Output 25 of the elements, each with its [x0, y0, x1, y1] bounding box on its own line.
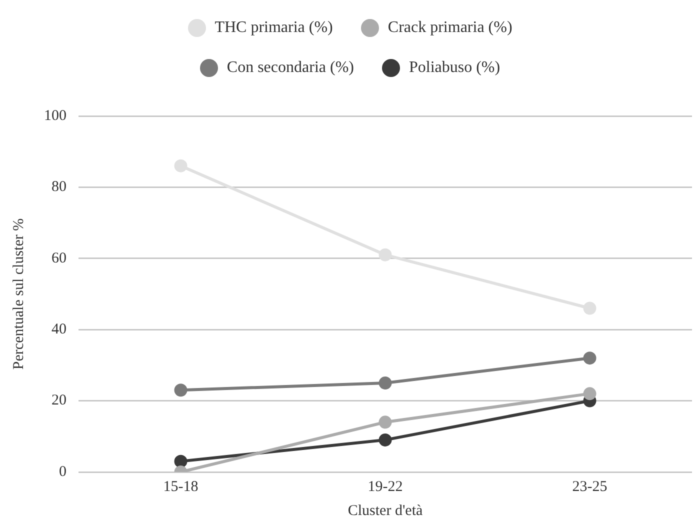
point [378, 248, 392, 262]
point [378, 433, 392, 446]
y-tick-label: 100 [44, 108, 66, 124]
point [174, 384, 188, 397]
legend-label: Con secondaria (%) [226, 58, 354, 76]
y-tick-label: 60 [52, 250, 66, 266]
x-tick-label: 23-25 [572, 478, 608, 495]
point [378, 376, 392, 390]
x-axis-title: Cluster d'età [348, 502, 423, 519]
y-tick-label: 0 [59, 464, 66, 480]
y-axis-title: Percentuale sul cluster % [10, 218, 27, 370]
point [174, 454, 188, 468]
legend-label: Poliabuso (%) [408, 58, 500, 76]
point [174, 159, 188, 172]
y-tick-label: 20 [52, 392, 66, 409]
point [378, 416, 392, 429]
legend-label: THC primaria (%) [214, 18, 333, 36]
point [583, 352, 596, 365]
point [583, 387, 596, 400]
y-tick-label: 40 [52, 322, 66, 338]
y-tick-label: 80 [52, 179, 66, 196]
point [583, 302, 596, 315]
legend-label: Crack primaria (%) [388, 18, 512, 36]
x-tick-label: 15-18 [163, 478, 198, 495]
x-tick-label: 19-22 [368, 478, 403, 495]
